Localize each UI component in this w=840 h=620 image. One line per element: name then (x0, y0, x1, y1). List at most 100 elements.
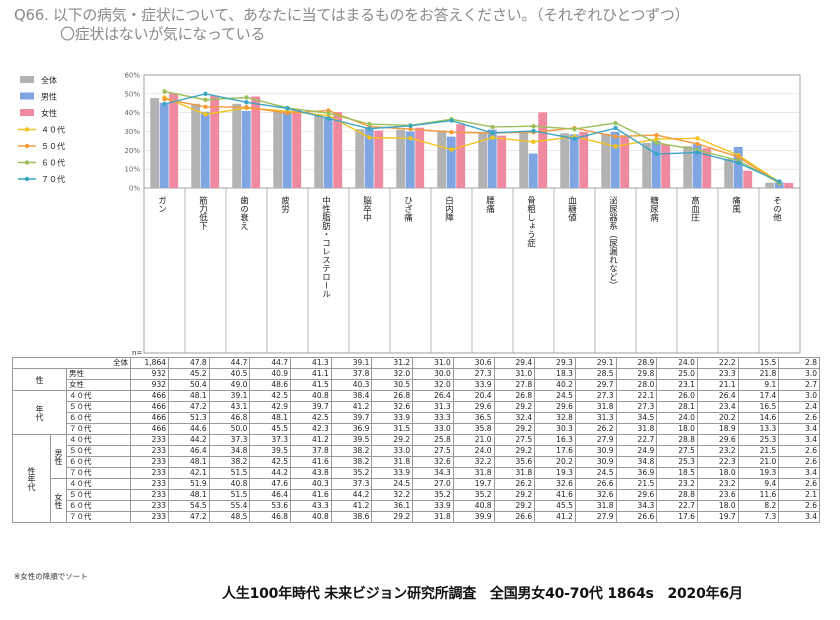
point-７０代-2 (244, 100, 249, 105)
table-cell: 27.5 (412, 445, 454, 457)
point-６０代-2 (244, 95, 249, 100)
table-cell: 31.3 (574, 412, 617, 424)
table-cell: 53.6 (249, 500, 292, 512)
bar-男性-13 (692, 144, 702, 188)
table-row: ６０代 233 54.5 55.4 53.6 43.3 41.2 36.1 33.9 40.8 29… (13, 500, 820, 512)
table-cell: 39.1 (330, 357, 373, 369)
table-cell: 36.5 (452, 412, 495, 424)
table-cell: 34.8 (615, 456, 658, 468)
table-cell: 25.0 (656, 368, 698, 380)
sample-size: 233 (130, 478, 169, 490)
table-cell: 18.0 (696, 467, 739, 479)
bar-男性-6 (405, 131, 415, 188)
sort-note: ※女性の降順でソート (14, 572, 88, 581)
group-label: 性 (12, 368, 67, 391)
table-cell: 51.9 (168, 478, 210, 490)
table-cell: 35.8 (452, 423, 495, 435)
table-cell: 2.6 (778, 445, 820, 457)
table-cell: 18.0 (696, 500, 739, 512)
point-５０代-13 (695, 141, 700, 147)
table-cell: 19.7 (452, 478, 495, 490)
table-cell: 41.3 (290, 357, 332, 369)
table-cell: 37.3 (330, 478, 373, 490)
n-label: n= (132, 349, 142, 357)
category-label: 疲労 (280, 195, 290, 214)
table-cell: 31.8 (615, 423, 658, 435)
table-cell: 29.6 (696, 434, 739, 446)
point-７０代-12 (654, 151, 659, 157)
table-row: 年代 ４０代 466 48.1 39.1 42.5 40.8 38.4 26.8 26.4 20.4… (12, 390, 820, 435)
table-cell: 32.8 (534, 412, 576, 424)
bar-全体-7 (437, 130, 447, 188)
row-label: 全体 (12, 357, 131, 369)
legend-item-４０代: ４０代 (18, 125, 65, 135)
table-cell: 50.4 (168, 379, 210, 391)
table-cell: 28.5 (574, 368, 617, 380)
bar-女性-1 (210, 95, 220, 188)
table-cell: 37.8 (330, 368, 373, 380)
table-cell: 24.5 (371, 478, 414, 490)
bar-男性-8 (487, 129, 497, 188)
table-cell: 36.1 (371, 500, 414, 512)
table-cell: 37.3 (249, 434, 292, 446)
point-６０代-9 (531, 124, 536, 129)
table-cell: 26.6 (615, 511, 658, 523)
table-cell: 27.3 (574, 390, 617, 402)
sample-size: 233 (130, 456, 169, 468)
sample-size: 932 (130, 368, 169, 380)
table-row: 女性 932 50.4 49.0 48.6 41.5 40.3 30.5 32.0 33.9 27.… (13, 379, 820, 391)
table-row: ６０代 466 51.3 46.8 48.1 42.5 39.7 33.9 33.3 36.5 32… (13, 412, 820, 424)
table-cell: 47.2 (168, 401, 210, 413)
table-cell: 24.5 (574, 467, 617, 479)
table-cell: 39.9 (452, 511, 495, 523)
bar-全体-8 (478, 132, 488, 188)
bar-全体-11 (601, 133, 611, 188)
table-cell: 29.7 (574, 379, 617, 391)
category-label: 筋力低下 (198, 195, 208, 231)
table-cell: 22.2 (696, 357, 739, 369)
table-cell: 37.8 (290, 445, 332, 457)
table-cell: 19.3 (534, 467, 576, 479)
row-label: ７０代 (66, 511, 131, 523)
legend-item-男性: 男性 (20, 92, 57, 102)
table-cell: 2.6 (778, 456, 820, 468)
legend-label: 女性 (41, 108, 57, 118)
point-５０代-3 (285, 111, 290, 116)
sample-size: 233 (130, 500, 169, 512)
table-cell: 48.1 (168, 390, 210, 402)
table-cell: 25.8 (412, 434, 454, 446)
table-cell: 23.1 (656, 379, 698, 391)
table-cell: 55.4 (208, 500, 251, 512)
category-label: 血糖値 (567, 195, 577, 222)
table-cell: 37.3 (208, 434, 251, 446)
table-cell: 27.3 (615, 401, 658, 413)
point-７０代-0 (162, 101, 167, 107)
bar-全体-15 (765, 182, 775, 188)
point-７０代-8 (490, 130, 495, 136)
bar-男性-9 (528, 153, 538, 188)
table-cell: 18.0 (656, 423, 698, 435)
table-cell: 48.1 (168, 456, 210, 468)
table-cell: 33.9 (371, 412, 414, 424)
table-cell: 42.9 (249, 401, 292, 413)
bar-女性-15 (784, 182, 794, 188)
table-cell: 2.7 (778, 379, 820, 391)
category-label: 痛風 (731, 195, 741, 214)
table-cell: 41.6 (290, 489, 332, 501)
table-cell: 39.5 (330, 434, 373, 446)
table-cell: 39.1 (208, 390, 251, 402)
table-cell: 38.6 (330, 511, 373, 523)
point-４０代-11 (613, 144, 618, 149)
table-cell: 22.1 (615, 390, 658, 402)
table-cell: 36.9 (615, 467, 658, 479)
bar-男性-4 (323, 116, 333, 188)
table-row: ５０代 233 46.4 34.8 39.5 37.8 38.2 33.0 27.5 24.0 29… (13, 445, 820, 457)
table-cell: 31.0 (493, 368, 536, 380)
table-cell: 41.6 (290, 456, 332, 468)
bar-全体-3 (273, 110, 283, 188)
table-cell: 29.3 (534, 357, 576, 369)
table-cell: 16.5 (737, 401, 780, 413)
table-row: ５０代 233 48.1 51.5 46.4 41.6 44.2 32.2 35.2 35.2 29… (13, 489, 820, 501)
table-cell: 39.7 (290, 401, 332, 413)
